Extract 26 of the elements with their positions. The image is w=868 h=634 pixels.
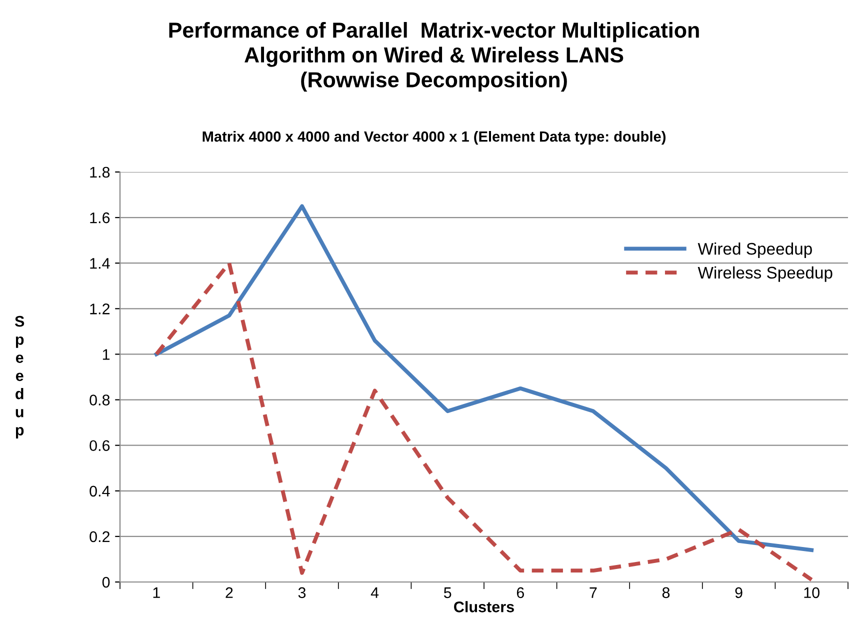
y-tick-label: 1 xyxy=(102,349,110,360)
y-tick-label: 0 xyxy=(102,576,110,588)
x-tick-label: 10 xyxy=(804,587,820,598)
y-tick-label: 0.6 xyxy=(90,440,110,452)
x-tick-label: 6 xyxy=(516,587,524,598)
y-tick-label: 0.8 xyxy=(90,394,110,406)
x-axis-title: Clusters xyxy=(454,601,514,612)
x-tick-label: 7 xyxy=(590,587,597,598)
y-tick-label: 1.6 xyxy=(90,212,110,224)
y-tick-label: 1.8 xyxy=(90,166,110,178)
y-tick-label: 1.2 xyxy=(90,304,110,314)
x-tick-label: 2 xyxy=(226,587,233,598)
x-tick-label: 5 xyxy=(444,587,452,598)
x-tick-label: 4 xyxy=(370,587,379,598)
x-tick-label: 8 xyxy=(662,587,670,598)
y-tick-label: 1.4 xyxy=(90,258,110,269)
chart-subtitle: Matrix 4000 x 4000 and Vector 4000 x 1 (Element Data type: double) xyxy=(202,131,666,145)
chart-title: Performance of Parallel Matrix-vector Multiplication Algorithm on Wired & Wireless LANS (Rowwise Decomposition) xyxy=(169,22,699,92)
y-tick-label: 0.4 xyxy=(90,486,110,497)
x-tick-label: 3 xyxy=(298,587,306,598)
y-tick-label: 0.2 xyxy=(90,531,110,542)
y-axis-title: Speedup xyxy=(14,316,24,438)
x-tick-label: 9 xyxy=(735,587,742,598)
legend-label: Wireless Speedup xyxy=(698,266,832,282)
legend-label: Wired Speedup xyxy=(698,242,812,258)
x-tick-label: 1 xyxy=(153,587,160,598)
